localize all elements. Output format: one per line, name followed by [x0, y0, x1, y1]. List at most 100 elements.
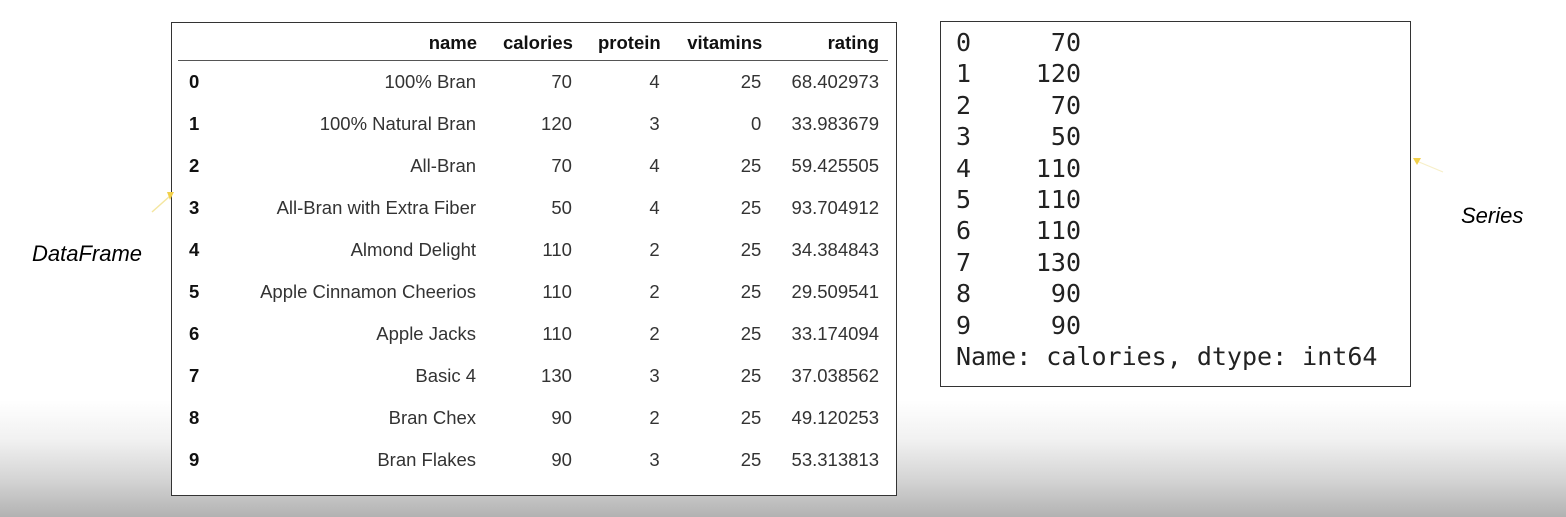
table-row: 5 Apple Cinnamon Cheerios 110 2 25 29.509541	[178, 271, 888, 313]
row-index: 1	[189, 113, 200, 134]
series-value: 90	[1050, 279, 1081, 309]
cell-vitamins: 25	[740, 71, 762, 92]
table-row: 4 Almond Delight 110 2 25 34.384843	[178, 229, 888, 271]
series-index: 0	[956, 28, 972, 57]
series-index: 4	[956, 153, 972, 183]
column-header-name: name	[224, 27, 486, 61]
series-value: 90	[1050, 310, 1081, 340]
series-value: 110	[1035, 216, 1081, 246]
table-row: 2 All-Bran 70 4 25 59.425505	[178, 145, 888, 187]
series-index: 3	[956, 122, 972, 152]
cell-vitamins: 0	[751, 113, 762, 134]
cell-vitamins: 25	[740, 155, 762, 176]
cell-rating: 53.313813	[791, 449, 879, 470]
table-row: 0 100% Bran 70 4 25 68.402973	[178, 61, 888, 104]
series-value: 110	[1035, 184, 1081, 214]
series-value: 130	[1035, 247, 1081, 277]
series-label: Series	[1461, 203, 1524, 228]
cell-vitamins: 25	[740, 239, 762, 260]
cell-protein: 2	[649, 407, 660, 428]
series-listing: 0 70 1 120 2 70 3 50 4 110 5 110 6 110 7 130 8 90 9 90 Name:…	[956, 27, 1377, 372]
table-row: 7 Basic 4 130 3 25 37.038562	[178, 355, 888, 397]
cell-calories: 110	[542, 239, 572, 260]
cell-name: Almond Delight	[350, 239, 477, 260]
series-index: 8	[956, 279, 972, 309]
column-header-protein: protein	[580, 27, 669, 61]
cell-vitamins: 25	[740, 407, 762, 428]
series-value: 110	[1035, 153, 1081, 183]
cell-vitamins: 25	[740, 281, 762, 302]
cell-rating: 37.038562	[791, 365, 879, 386]
series-footer: Name: calories, dtype: int64	[956, 341, 1378, 371]
row-index: 0	[189, 71, 200, 92]
cell-protein: 2	[649, 239, 660, 260]
series-entry: 1 120	[956, 58, 1377, 89]
cell-rating: 34.384843	[791, 239, 879, 260]
series-value: 70	[1050, 28, 1081, 57]
cell-calories: 50	[551, 197, 572, 218]
series-index: 2	[956, 90, 972, 120]
cell-rating: 33.983679	[791, 113, 879, 134]
row-index: 3	[189, 197, 200, 218]
cell-name: 100% Natural Bran	[319, 113, 477, 134]
series-entry: 9 90	[956, 310, 1377, 341]
series-index: 5	[956, 184, 972, 214]
row-index: 4	[189, 239, 200, 260]
cell-name: Bran Chex	[388, 407, 477, 428]
cell-protein: 4	[649, 71, 660, 92]
series-entry: 2 70	[956, 90, 1377, 121]
cell-vitamins: 25	[740, 197, 762, 218]
cell-calories: 110	[542, 323, 572, 344]
row-index: 8	[189, 407, 200, 428]
cell-protein: 4	[649, 155, 660, 176]
cell-rating: 49.120253	[791, 407, 879, 428]
cell-calories: 70	[551, 71, 572, 92]
cell-name: 100% Bran	[384, 71, 477, 92]
cell-name: Apple Jacks	[376, 323, 477, 344]
cell-rating: 93.704912	[791, 197, 879, 218]
row-index: 9	[189, 449, 200, 470]
cell-calories: 130	[541, 365, 572, 386]
cell-name: Apple Cinnamon Cheerios	[260, 281, 477, 302]
cell-rating: 59.425505	[791, 155, 879, 176]
table-row: 9 Bran Flakes 90 3 25 53.313813	[178, 439, 888, 481]
cell-protein: 3	[649, 365, 660, 386]
dataframe-label: DataFrame	[32, 241, 143, 266]
table-row: 3 All-Bran with Extra Fiber 50 4 25 93.704912	[178, 187, 888, 229]
table-row: 1 100% Natural Bran 120 3 0 33.983679	[178, 103, 888, 145]
cell-protein: 3	[649, 113, 660, 134]
table-row: 8 Bran Chex 90 2 25 49.120253	[178, 397, 888, 439]
cell-vitamins: 25	[740, 323, 762, 344]
dataframe-arrow-icon	[151, 192, 174, 213]
series-value: 70	[1050, 90, 1081, 120]
series-value: 50	[1050, 122, 1081, 152]
series-index: 9	[956, 310, 972, 340]
cell-vitamins: 25	[740, 449, 762, 470]
cell-name: All-Bran	[410, 155, 477, 176]
row-index: 6	[189, 323, 200, 344]
series-arrow-icon	[1413, 158, 1444, 173]
row-index: 7	[189, 365, 200, 386]
cell-calories: 70	[551, 155, 572, 176]
series-entry: 8 90	[956, 278, 1377, 309]
cell-vitamins: 25	[740, 365, 762, 386]
cell-name: Basic 4	[415, 365, 477, 386]
cell-calories: 120	[541, 113, 572, 134]
series-index: 1	[956, 59, 972, 89]
series-entry: 3 50	[956, 121, 1377, 152]
series-output: 0 70 1 120 2 70 3 50 4 110 5 110 6 110 7 130 8 90 9 90 Name:…	[940, 21, 1411, 387]
cell-protein: 2	[649, 323, 660, 344]
series-entry: 6 110	[956, 215, 1377, 246]
series-value: 120	[1035, 59, 1081, 89]
dataframe-header-row: name calories protein vitamins rating	[178, 27, 888, 61]
table-row: 6 Apple Jacks 110 2 25 33.174094	[178, 313, 888, 355]
cell-rating: 33.174094	[791, 323, 879, 344]
series-entry: 4 110	[956, 153, 1377, 184]
column-header-calories: calories	[485, 27, 581, 61]
column-header-rating: rating	[770, 27, 888, 61]
row-index: 2	[189, 155, 200, 176]
series-entry: 5 110	[956, 184, 1377, 215]
cell-protein: 3	[649, 449, 660, 470]
